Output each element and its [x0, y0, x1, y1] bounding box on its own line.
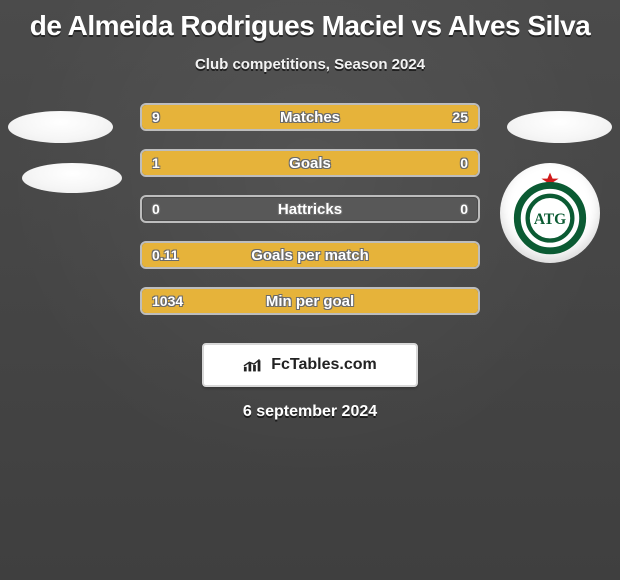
- stat-label: Goals per match: [142, 243, 478, 267]
- brand-label: FcTables.com: [271, 356, 377, 374]
- player-left-photo-2: [22, 163, 122, 193]
- stat-label: Goals: [142, 151, 478, 175]
- stat-bar: 00Hattricks: [140, 195, 480, 223]
- stat-label: Min per goal: [142, 289, 478, 313]
- player-left-photo-1: [8, 111, 113, 143]
- brand-chip[interactable]: FcTables.com: [202, 343, 418, 387]
- bar-chart-icon: [243, 357, 265, 373]
- stat-label: Hattricks: [142, 197, 478, 221]
- stat-bar: 0.11Goals per match: [140, 241, 480, 269]
- page-subtitle: Club competitions, Season 2024: [0, 56, 620, 73]
- stat-bar: 925Matches: [140, 103, 480, 131]
- club-badge-svg: ATG: [507, 170, 593, 256]
- club-badge: ATG: [500, 163, 600, 263]
- page-title: de Almeida Rodrigues Maciel vs Alves Sil…: [0, 0, 620, 42]
- stat-bars: 925Matches 10Goals 00Hattricks 0.11Goals pe…: [140, 103, 480, 333]
- stat-bar: 1034Min per goal: [140, 287, 480, 315]
- stat-bar: 10Goals: [140, 149, 480, 177]
- date-label: 6 september 2024: [0, 403, 620, 421]
- badge-monogram: ATG: [534, 211, 566, 228]
- player-right-photo-1: [507, 111, 612, 143]
- stat-label: Matches: [142, 105, 478, 129]
